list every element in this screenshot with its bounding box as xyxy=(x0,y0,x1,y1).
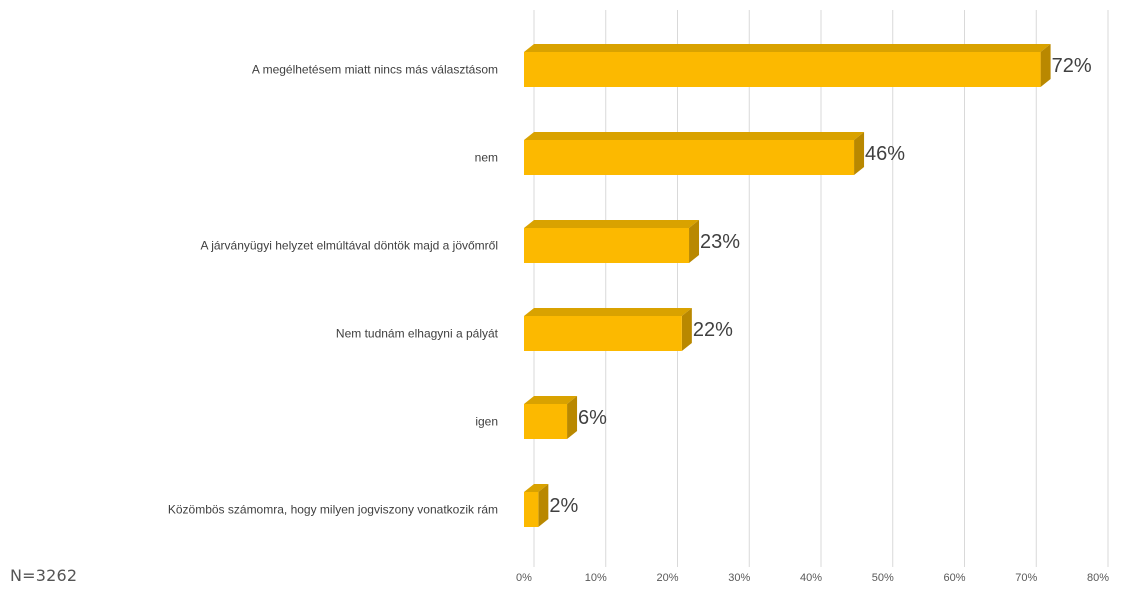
bar-top-face xyxy=(524,308,692,316)
data-label: 6% xyxy=(578,407,607,429)
category-label: igen xyxy=(475,415,498,429)
data-label: 46% xyxy=(865,143,905,165)
bar-top-face xyxy=(524,132,865,140)
bar-side-face xyxy=(538,484,549,527)
bar-side-face xyxy=(854,132,865,175)
category-label: Közömbös számomra, hogy milyen jogviszon… xyxy=(168,503,498,517)
bar-front-face xyxy=(524,52,1041,87)
bar-top-face xyxy=(524,484,549,492)
bar-side-face xyxy=(1040,44,1051,87)
data-label: 23% xyxy=(700,231,740,253)
x-tick-label: 30% xyxy=(728,572,750,584)
bar-top-face xyxy=(524,44,1051,52)
bar xyxy=(524,132,865,175)
data-label: 72% xyxy=(1052,55,1092,77)
bar xyxy=(524,44,1051,87)
category-label: A járványügyi helyzet elmúltával döntök … xyxy=(201,239,498,253)
bar xyxy=(524,396,578,439)
x-tick-label: 20% xyxy=(656,572,678,584)
data-labels: 72% 46% 23% 22% 6% 2% xyxy=(549,55,1091,517)
bar-front-face xyxy=(524,140,855,175)
bar-side-face xyxy=(567,396,578,439)
x-tick-label: 60% xyxy=(943,572,965,584)
x-axis-ticks: 0% 10% 20% 30% 40% 50% 60% 70% 80% xyxy=(516,572,1109,584)
x-tick-label: 10% xyxy=(585,572,607,584)
bars xyxy=(524,44,1051,527)
x-tick-label: 70% xyxy=(1015,572,1037,584)
category-label: nem xyxy=(475,151,498,165)
bar xyxy=(524,220,700,263)
bar-side-face xyxy=(689,220,700,263)
category-labels: A megélhetésem miatt nincs más választás… xyxy=(168,63,499,517)
data-label: 22% xyxy=(693,319,733,341)
x-tick-label: 0% xyxy=(516,572,532,584)
bar-top-face xyxy=(524,396,578,404)
bar-front-face xyxy=(524,228,690,263)
x-tick-label: 80% xyxy=(1087,572,1109,584)
category-label: Nem tudnám elhagyni a pályát xyxy=(336,327,499,341)
bar xyxy=(524,484,549,527)
category-label: A megélhetésem miatt nincs más választás… xyxy=(252,63,498,77)
bar-side-face xyxy=(681,308,692,351)
sample-size-note: N=3262 xyxy=(10,566,78,585)
bar-front-face xyxy=(524,404,568,439)
bar-front-face xyxy=(524,316,682,351)
data-label: 2% xyxy=(549,495,578,517)
x-tick-label: 50% xyxy=(872,572,894,584)
bar-front-face xyxy=(524,492,539,527)
gridlines xyxy=(533,10,1109,567)
bar-top-face xyxy=(524,220,700,228)
bar xyxy=(524,308,692,351)
x-tick-label: 40% xyxy=(800,572,822,584)
